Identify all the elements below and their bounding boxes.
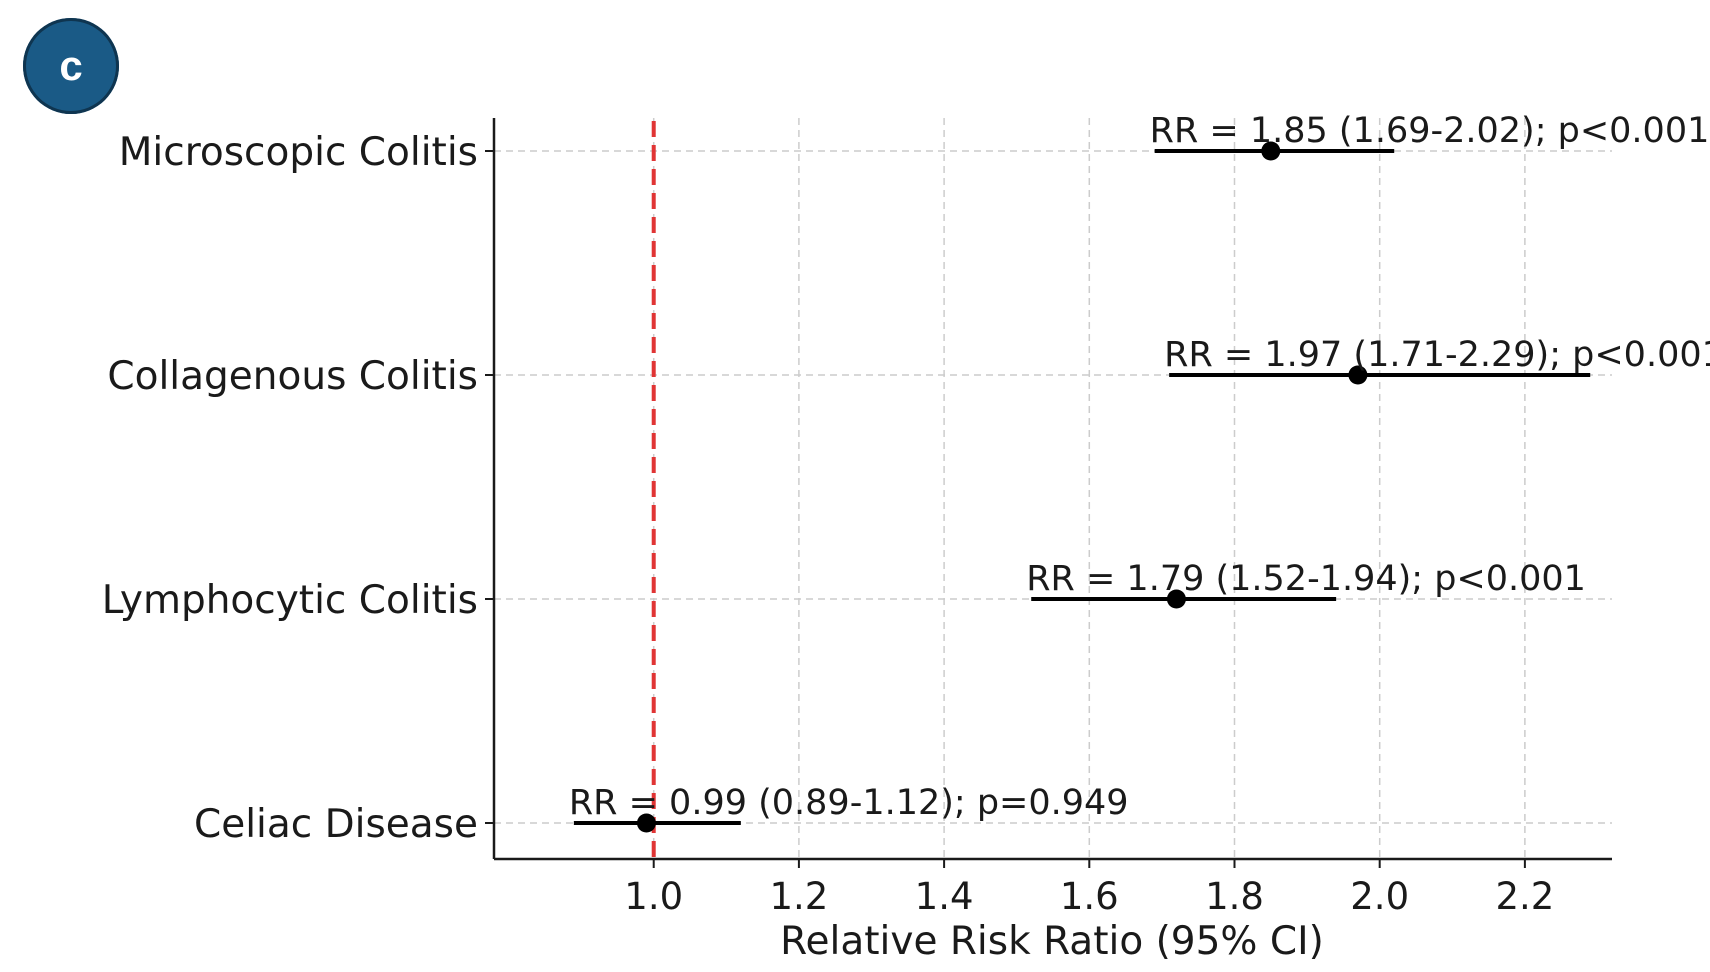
axis-ticks: 1.0 1.2 1.4 1.6 1.8 2.0 2.2 — [485, 150, 1554, 918]
x-tick-label: 1.2 — [769, 875, 828, 918]
row-label: Collagenous Colitis — [107, 354, 478, 399]
x-tick-label: 1.0 — [624, 875, 683, 918]
row-label: Microscopic Colitis — [119, 130, 478, 175]
annotation-label: RR = 1.97 (1.71-2.29); p<0.001 — [1164, 335, 1710, 375]
panel-label-badge: c — [23, 18, 119, 114]
row-labels: Microscopic Colitis Collagenous Colitis Ly… — [102, 130, 478, 847]
point-estimate-marker — [1166, 589, 1186, 609]
point-estimate-marker — [636, 813, 656, 833]
point-estimate-marker — [1261, 141, 1281, 161]
row-label: Celiac Disease — [194, 802, 478, 847]
axes — [492, 118, 1612, 861]
panel-label-text: c — [59, 42, 83, 89]
x-tick-label: 1.4 — [915, 875, 974, 918]
x-tick-label: 2.0 — [1350, 875, 1409, 918]
point-estimate-marker — [1348, 365, 1368, 385]
annotation-label: RR = 0.99 (0.89-1.12); p=0.949 — [569, 783, 1129, 823]
confidence-intervals — [573, 141, 1591, 833]
annotation-label: RR = 1.79 (1.52-1.94); p<0.001 — [1026, 559, 1586, 599]
annotation-label: RR = 1.85 (1.69-2.02); p<0.001 — [1150, 111, 1710, 151]
x-tick-label: 1.8 — [1205, 875, 1264, 918]
x-tick-label: 1.6 — [1060, 875, 1119, 918]
grid-lines — [494, 118, 1612, 859]
x-tick-label: 2.2 — [1495, 875, 1554, 918]
x-axis-label: Relative Risk Ratio (95% CI) — [780, 919, 1324, 964]
row-label: Lymphocytic Colitis — [102, 578, 478, 623]
annotations: RR = 1.85 (1.69-2.02); p<0.001 RR = 1.97 … — [569, 111, 1710, 823]
